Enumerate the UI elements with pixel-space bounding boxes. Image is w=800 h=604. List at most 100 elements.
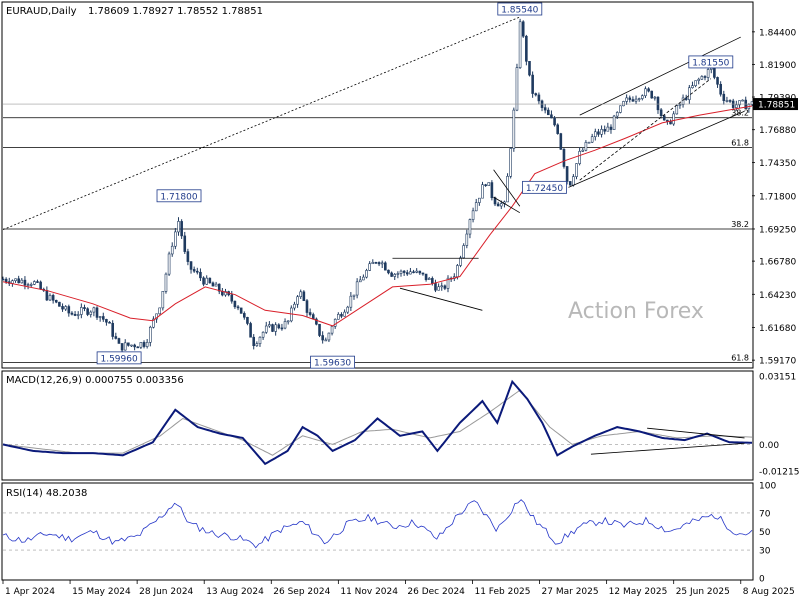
watermark: Action Forex bbox=[568, 299, 704, 324]
candle-body bbox=[396, 273, 400, 275]
candle-body bbox=[127, 342, 130, 346]
candle-body bbox=[481, 184, 484, 199]
candle-body bbox=[123, 342, 127, 351]
candle-body bbox=[189, 261, 193, 270]
candle-body bbox=[246, 316, 249, 324]
candle-body bbox=[703, 76, 707, 78]
candle-body bbox=[114, 336, 118, 339]
macd-layer bbox=[2, 379, 753, 466]
candle-body bbox=[120, 343, 124, 351]
candle-body bbox=[214, 283, 218, 287]
candle-body bbox=[556, 124, 559, 134]
candle-body bbox=[738, 100, 741, 106]
candle-body bbox=[377, 262, 381, 265]
candle-body bbox=[499, 203, 503, 207]
candle-body bbox=[177, 221, 180, 233]
fib-label: 61.8 bbox=[731, 139, 749, 148]
candle-body bbox=[681, 97, 685, 105]
candle-body bbox=[634, 98, 638, 102]
candle-body bbox=[98, 316, 102, 318]
candle-body bbox=[487, 182, 491, 186]
candle-body bbox=[183, 235, 187, 252]
candle-body bbox=[337, 314, 340, 320]
candle-body bbox=[434, 282, 437, 291]
candle-body bbox=[562, 148, 566, 167]
candle-body bbox=[725, 100, 729, 102]
candle-body bbox=[29, 284, 33, 286]
candle-body bbox=[662, 115, 666, 121]
candle-body bbox=[713, 67, 716, 78]
price-layer: 38.261.838.261.81.855401.815501.718001.7… bbox=[1, 2, 754, 369]
candle-body bbox=[111, 322, 114, 337]
candle-body bbox=[478, 197, 481, 203]
candle-body bbox=[192, 269, 196, 272]
candle-body bbox=[330, 326, 334, 334]
candle-body bbox=[362, 276, 365, 281]
candle-body bbox=[365, 270, 368, 278]
candle-body bbox=[73, 314, 77, 316]
candle-body bbox=[302, 291, 306, 301]
candle-body bbox=[315, 318, 318, 325]
candle-body bbox=[380, 262, 384, 265]
candle-body bbox=[340, 314, 343, 317]
candle-body bbox=[688, 87, 691, 100]
macd-tick-label: 0.00 bbox=[759, 441, 779, 451]
candle-body bbox=[371, 262, 375, 265]
date-label: 11 Nov 2024 bbox=[340, 587, 398, 597]
candle-body bbox=[744, 99, 748, 109]
macd-title: MACD(12,26,9) 0.000755 0.003356 bbox=[6, 375, 184, 386]
candle-body bbox=[427, 278, 431, 280]
macd-trendline-upper bbox=[647, 427, 745, 439]
candle-body bbox=[590, 136, 594, 143]
candle-body bbox=[581, 149, 585, 152]
candle-body bbox=[224, 291, 227, 296]
candle-body bbox=[716, 77, 719, 85]
candle-body bbox=[199, 271, 202, 279]
candle-body bbox=[459, 257, 462, 266]
candle-body bbox=[465, 233, 469, 246]
candle-body bbox=[418, 270, 422, 274]
candle-body bbox=[20, 279, 24, 284]
price-tick-label: 1.71800 bbox=[759, 192, 796, 202]
candle-body bbox=[324, 339, 328, 342]
candle-body bbox=[145, 342, 149, 347]
candle-body bbox=[286, 320, 290, 323]
candle-body bbox=[421, 272, 425, 275]
candle-body bbox=[650, 90, 654, 99]
candle-body bbox=[133, 344, 136, 348]
price-label-box bbox=[156, 189, 202, 203]
price-label-box bbox=[522, 180, 567, 194]
candle-body bbox=[152, 318, 155, 328]
date-label: 26 Sep 2024 bbox=[273, 587, 330, 597]
candle-body bbox=[108, 321, 111, 324]
symbol-label: EURAUD,Daily bbox=[6, 6, 77, 17]
candle-body bbox=[368, 263, 371, 271]
candle-body bbox=[393, 274, 397, 277]
candle-body bbox=[158, 307, 161, 315]
macd-pane bbox=[1, 370, 754, 481]
candle-body bbox=[728, 100, 732, 102]
candle-body bbox=[130, 344, 133, 347]
candle-body bbox=[174, 231, 177, 247]
candle-body bbox=[308, 312, 312, 315]
candle-body bbox=[528, 61, 531, 76]
candle-body bbox=[678, 104, 682, 106]
candle-body bbox=[525, 35, 528, 62]
current-price-text: 1.78851 bbox=[758, 101, 795, 111]
candle-body bbox=[299, 291, 303, 298]
candle-body bbox=[196, 270, 199, 273]
candle-body bbox=[691, 85, 694, 89]
flag-upper-line bbox=[493, 169, 521, 207]
price-label: 1.59630 bbox=[314, 359, 351, 369]
current-price-tag bbox=[753, 98, 798, 111]
rsi-tick-label: 70 bbox=[759, 509, 771, 519]
candle-body bbox=[358, 279, 362, 283]
price-tick-label: 1.74350 bbox=[759, 159, 796, 169]
candle-body bbox=[719, 83, 722, 95]
macd-trendline-lower bbox=[590, 442, 745, 455]
candle-body bbox=[374, 262, 378, 264]
candle-body bbox=[431, 278, 434, 284]
candle-body bbox=[264, 325, 268, 333]
candle-body bbox=[496, 203, 500, 207]
